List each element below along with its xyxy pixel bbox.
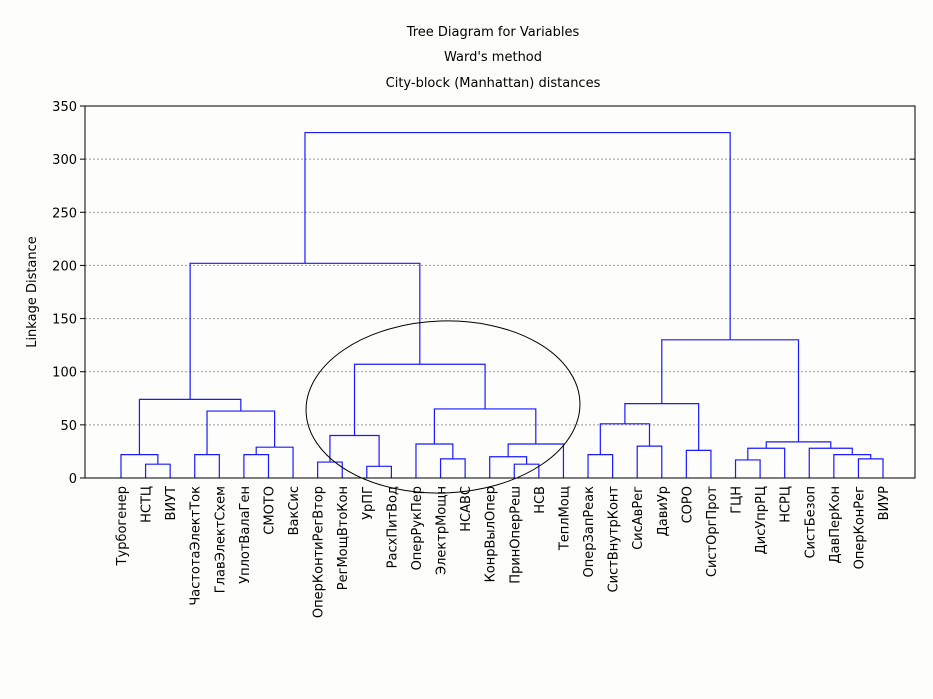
leaf-label: СистВнутрКонт: [607, 486, 622, 593]
link: [144, 463, 171, 478]
leaf-label: УрПГ: [361, 486, 376, 520]
leaf-label: ДавиУр: [656, 486, 671, 536]
leaf-label: ОперКонтиРегВтор: [312, 486, 327, 618]
y-tick-label: 0: [69, 472, 77, 487]
leaf-label: КонрВылОпер: [484, 486, 499, 582]
y-tick-label: 300: [52, 153, 77, 168]
leaf-label: СисАвРег: [631, 486, 646, 550]
link: [415, 443, 454, 478]
link: [513, 463, 540, 478]
link: [685, 449, 712, 478]
leaf-label: НСТЦ: [140, 486, 155, 523]
leaf-label: ЭлектрМощн: [435, 486, 450, 575]
link: [304, 131, 731, 340]
leaf-label: СистБезоп: [803, 486, 818, 559]
leaf-label: ВИУР: [877, 486, 892, 521]
link: [489, 456, 528, 478]
leaf-label: СистОргПрот: [705, 486, 720, 578]
leaf-label: ПринОперРеш: [508, 486, 523, 584]
leaf-label: РасхПитВод: [385, 486, 400, 568]
link: [366, 465, 392, 478]
leaf-label: ОперЗапРеак: [582, 486, 597, 578]
y-tick-label: 50: [60, 419, 77, 434]
link: [189, 262, 421, 400]
leaf-label: Турбогенер: [115, 486, 130, 566]
leaf-label: ГлавЭлектСхем: [213, 486, 228, 593]
link: [857, 458, 884, 478]
y-tick-label: 250: [52, 206, 77, 221]
y-tick-label: 150: [52, 313, 77, 328]
leaf-label: ДавПерКон: [828, 486, 843, 564]
link: [329, 434, 380, 467]
leaf-label: ГЦН: [730, 486, 745, 514]
leaf-label: ВИУТ: [164, 486, 179, 521]
leaf-label: ДисУпрРЦ: [754, 486, 769, 554]
leaf-label: ОперРукПер: [410, 486, 425, 570]
leaf-label: ВакСис: [287, 486, 302, 535]
leaf-label: ОперКонРег: [852, 486, 867, 570]
leaf-label: ТеплМощ: [557, 486, 572, 551]
chart-subtitle: Ward's method: [444, 50, 542, 65]
plot-frame: [84, 105, 916, 479]
leaf-label: НСРЦ: [779, 486, 794, 523]
leaf-label: УплотВалаГен: [238, 486, 253, 584]
y-axis-label: Linkage Distance: [25, 236, 40, 348]
leaf-label: ЧастотаЭлектТок: [189, 486, 204, 606]
leaf-label: СМОТО: [262, 486, 277, 535]
y-tick-label: 100: [52, 366, 77, 381]
annotation-ellipse: [305, 320, 581, 494]
link: [507, 443, 565, 478]
leaf-label: РегМощВтоКон: [336, 486, 351, 590]
y-tick-label: 200: [52, 259, 77, 274]
link: [661, 339, 800, 442]
chart-subtitle: City-block (Manhattan) distances: [386, 76, 601, 91]
dendrogram: [120, 131, 884, 478]
y-tick-label: 350: [52, 100, 77, 115]
link: [765, 441, 832, 449]
leaf-label: СОРО: [680, 486, 695, 523]
chart-title: Tree Diagram for Variables: [406, 25, 580, 40]
leaf-label: НСАВС: [459, 486, 474, 532]
link: [138, 398, 242, 455]
link: [439, 458, 466, 478]
leaf-label: НСВ: [533, 486, 548, 514]
